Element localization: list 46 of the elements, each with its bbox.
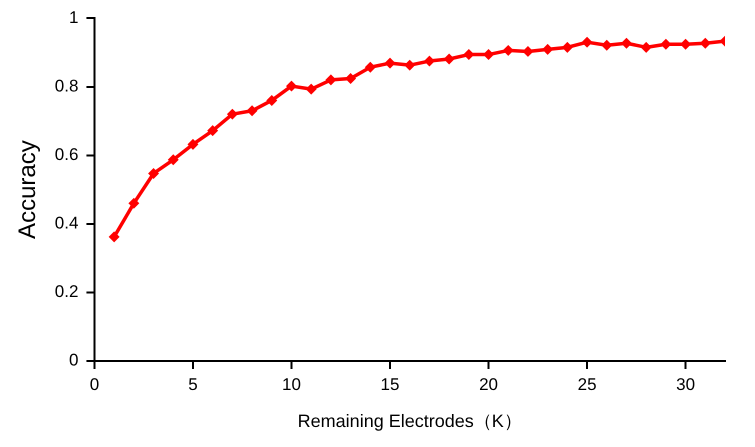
- point: [188, 140, 198, 150]
- point: [306, 84, 316, 94]
- point: [523, 46, 533, 56]
- point: [267, 96, 277, 106]
- x-tick-label: 20: [479, 374, 498, 394]
- point: [503, 46, 513, 56]
- x-tick-label: 25: [578, 374, 597, 394]
- point: [424, 56, 434, 66]
- point: [366, 62, 376, 72]
- x-tick-label: 5: [188, 374, 198, 394]
- x-axis-title: Remaining Electrodes（K）: [298, 411, 522, 432]
- point: [582, 37, 592, 47]
- y-tick-label: 0.2: [54, 282, 78, 302]
- x-tick-label: 30: [676, 374, 696, 394]
- point: [286, 81, 296, 91]
- point: [622, 38, 632, 48]
- point: [129, 198, 139, 208]
- point: [385, 58, 395, 68]
- point: [641, 42, 651, 52]
- point: [602, 40, 612, 50]
- y-tick-label: 0: [68, 350, 78, 370]
- y-axis-title: Accuracy: [14, 140, 42, 239]
- point: [148, 168, 158, 178]
- point: [484, 50, 494, 60]
- x-tick-label: 10: [282, 374, 301, 394]
- y-tick-label: 1: [68, 8, 78, 27]
- point: [247, 106, 257, 116]
- point: [228, 109, 238, 119]
- point: [346, 74, 356, 84]
- point: [542, 44, 552, 54]
- point: [700, 38, 710, 48]
- point: [562, 42, 572, 52]
- point: [208, 126, 218, 136]
- y-tick-label: 0.6: [54, 145, 78, 164]
- y-tick-label: 0.4: [54, 214, 78, 233]
- y-tick-label: 0.8: [54, 76, 78, 96]
- point: [109, 232, 119, 242]
- x-tick-label: 0: [90, 374, 100, 394]
- point: [661, 40, 671, 50]
- point: [404, 60, 414, 70]
- point: [168, 155, 178, 165]
- point: [444, 54, 454, 64]
- point: [464, 50, 474, 60]
- point: [680, 40, 690, 50]
- x-tick-label: 15: [380, 374, 400, 394]
- point: [326, 75, 336, 85]
